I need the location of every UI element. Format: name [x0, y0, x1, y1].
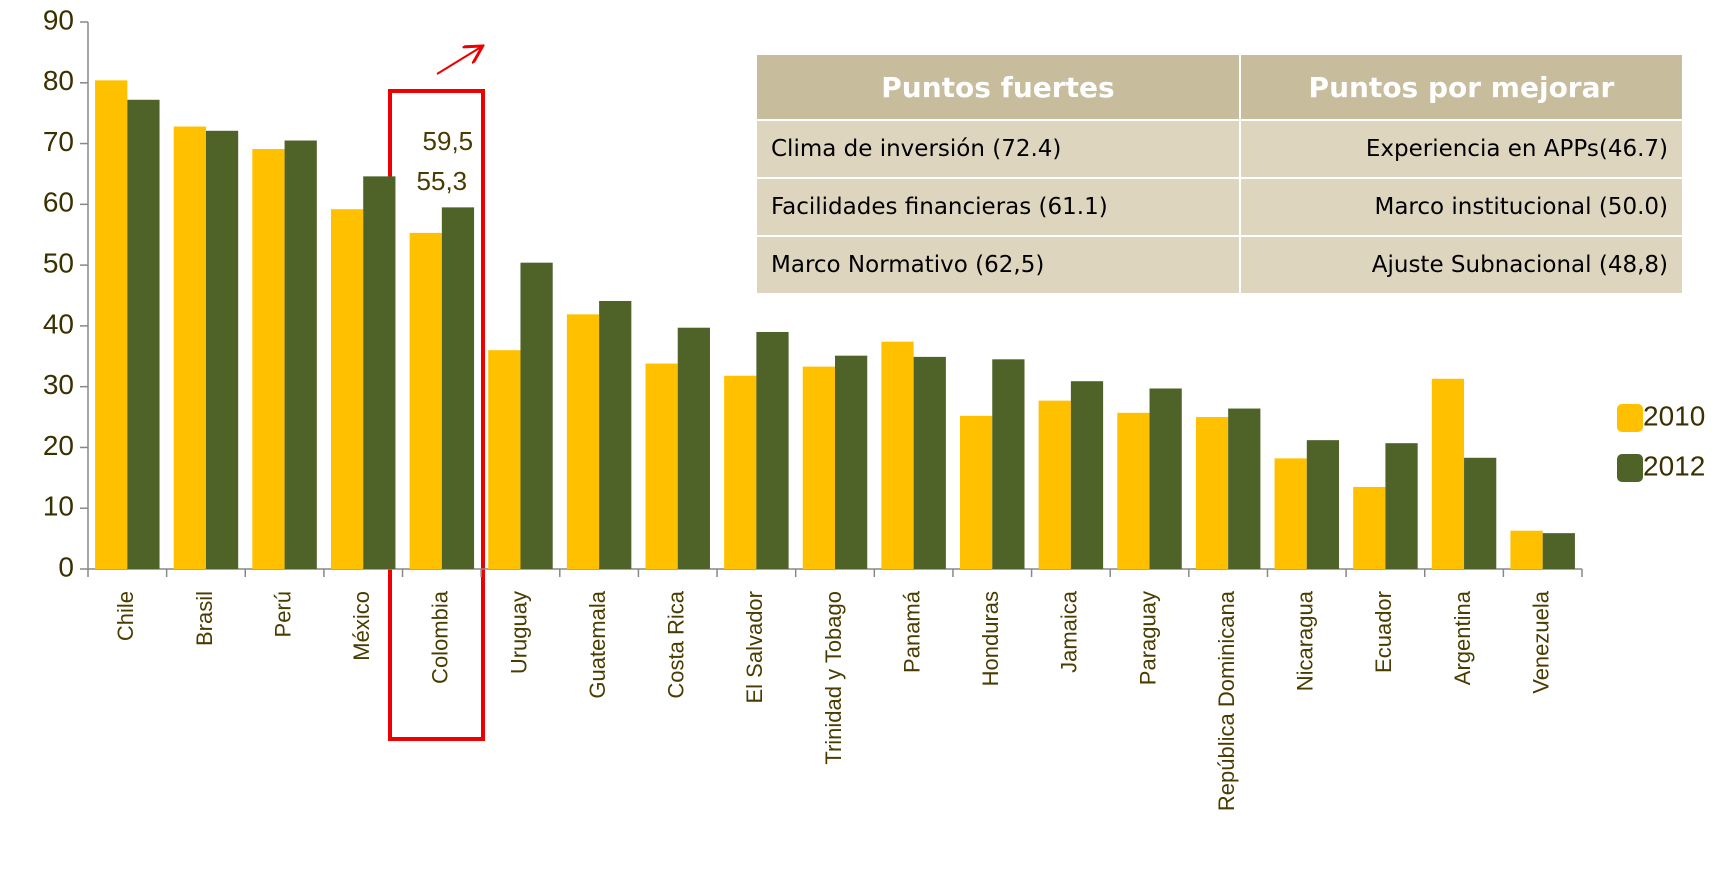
bar: [566, 314, 600, 569]
y-tick-label: 20: [43, 430, 74, 461]
bar: [1353, 486, 1386, 569]
bar: [802, 366, 835, 569]
strengths-table: Puntos fuertes Puntos por mejorar Clima …: [755, 53, 1685, 295]
cell: Facilidades financieras (61.1): [755, 177, 1241, 237]
legend-swatch: [1617, 404, 1643, 432]
x-tick-label: Chile: [113, 591, 138, 641]
x-tick-label: Jamaica: [1057, 590, 1082, 673]
y-tick-label: 40: [43, 308, 74, 339]
bar: [488, 350, 521, 569]
cell: Marco Normativo (62,5): [755, 235, 1241, 295]
x-tick-label: Costa Rica: [664, 590, 689, 698]
bar: [1117, 412, 1150, 569]
y-tick-label: 0: [58, 551, 74, 582]
bar: [677, 327, 710, 569]
bar: [1510, 530, 1543, 569]
bar: [1306, 440, 1340, 569]
bar: [881, 341, 914, 569]
bar: [835, 355, 868, 569]
y-tick-label: 60: [43, 187, 74, 218]
bar: [960, 415, 993, 569]
bar: [992, 359, 1025, 569]
x-tick-label: Colombia: [428, 590, 453, 684]
trend-arrow: [436, 47, 481, 75]
bar: [1464, 457, 1497, 569]
table-row: Clima de inversión (72.4) Experiencia en…: [755, 119, 1685, 179]
bar: [252, 149, 285, 569]
bar: [127, 99, 160, 569]
bar: [95, 80, 128, 569]
x-tick-label: El Salvador: [742, 591, 767, 704]
bar: [1542, 533, 1575, 569]
x-tick-label: Trinidad y Tobago: [821, 591, 846, 765]
bar: [756, 331, 789, 569]
x-tick-label: Honduras: [978, 591, 1003, 686]
bar: [205, 130, 239, 569]
bar: [1070, 381, 1104, 569]
x-tick-label: Ecuador: [1371, 591, 1396, 673]
legend-swatch: [1617, 454, 1643, 482]
x-tick-label: Nicaragua: [1293, 590, 1318, 691]
table-row: Facilidades financieras (61.1) Marco ins…: [755, 177, 1685, 237]
x-tick-label: Argentina: [1450, 590, 1475, 685]
bar: [363, 176, 396, 569]
y-tick-label: 90: [43, 4, 74, 35]
y-tick-label: 80: [43, 65, 74, 96]
bar: [1038, 400, 1071, 569]
y-tick-label: 50: [43, 248, 74, 279]
y-tick-label: 70: [43, 126, 74, 157]
x-tick-label: Guatemala: [585, 590, 610, 698]
cell: Clima de inversión (72.4): [755, 119, 1241, 179]
y-tick-label: 30: [43, 369, 74, 400]
cell: Marco institucional (50.0): [1238, 177, 1685, 237]
cell: Ajuste Subnacional (48,8): [1238, 235, 1685, 295]
header-cell: Puntos fuertes: [755, 53, 1241, 121]
x-tick-label: Brasil: [192, 591, 217, 646]
bar: [645, 363, 678, 569]
x-tick-label: Panamá: [899, 590, 924, 673]
x-tick-label: República Dominicana: [1214, 590, 1239, 811]
bar: [1431, 378, 1465, 569]
x-tick-label: Venezuela: [1528, 590, 1553, 694]
bar: [1195, 417, 1229, 569]
bar: [1274, 458, 1307, 569]
bar: [1228, 408, 1261, 569]
header-cell: Puntos por mejorar: [1238, 53, 1685, 121]
legend-label: 2012: [1643, 450, 1705, 481]
bar: [520, 262, 553, 569]
bar: [599, 300, 632, 569]
bar: [724, 375, 757, 569]
x-tick-label: Uruguay: [506, 591, 531, 674]
table-header: Puntos fuertes Puntos por mejorar: [755, 53, 1685, 121]
x-tick-label: Perú: [270, 591, 295, 637]
bar: [913, 356, 946, 569]
bar: [1149, 388, 1182, 569]
bar: [330, 209, 364, 569]
data-label: 59,5: [423, 126, 474, 156]
data-label: 55,3: [417, 166, 468, 196]
cell: Experiencia en APPs(46.7): [1238, 119, 1685, 179]
table-row: Marco Normativo (62,5) Ajuste Subnaciona…: [755, 235, 1685, 295]
bar: [441, 207, 475, 569]
bar: [1385, 443, 1418, 569]
x-tick-label: México: [349, 591, 374, 661]
legend-label: 2010: [1643, 400, 1705, 431]
bar: [284, 140, 317, 569]
x-tick-label: Paraguay: [1135, 591, 1160, 685]
bar: [409, 232, 442, 569]
bar: [173, 126, 206, 569]
y-tick-label: 10: [43, 491, 74, 522]
